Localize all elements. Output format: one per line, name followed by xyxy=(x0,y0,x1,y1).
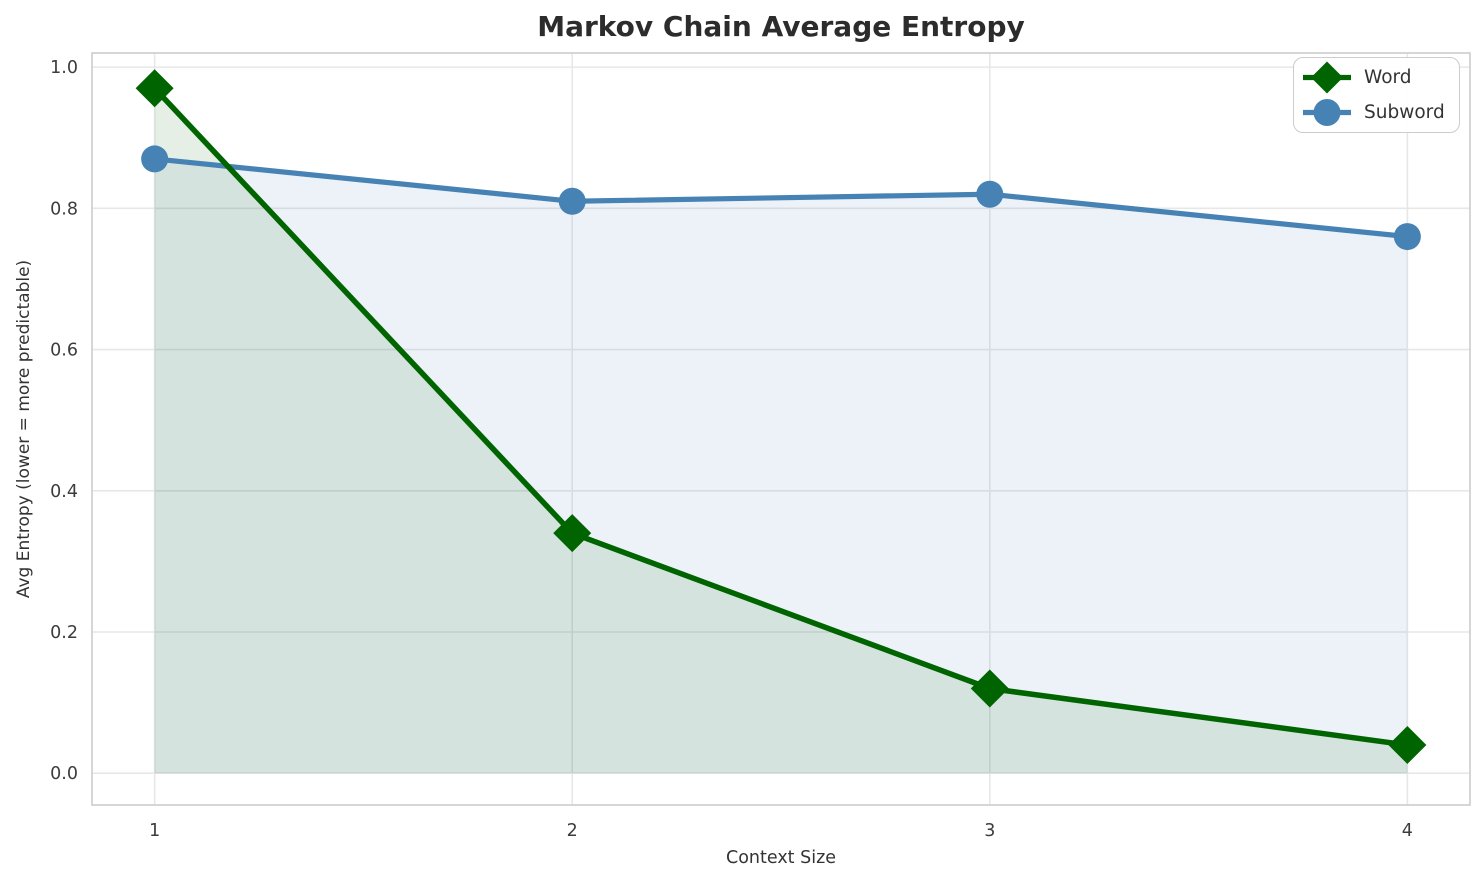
y-tick-label: 0.0 xyxy=(50,764,78,784)
subword-series-fill xyxy=(154,158,1408,774)
chart-title: Markov Chain Average Entropy xyxy=(537,10,1025,43)
x-tick-label: 3 xyxy=(984,821,995,841)
subword-circle-marker-icon xyxy=(1303,99,1351,126)
legend: Word Subword xyxy=(1293,57,1460,133)
subword-data-point xyxy=(141,145,169,173)
word-data-point xyxy=(135,69,174,108)
x-axis-label: Context Size xyxy=(725,848,837,868)
subword-data-point xyxy=(976,180,1004,208)
y-tick-label: 0.2 xyxy=(50,623,78,643)
legend-entry-subword: Subword xyxy=(1300,95,1449,130)
x-tick-label: 1 xyxy=(149,821,160,841)
subword-data-point xyxy=(1393,223,1421,251)
y-tick-label: 1.0 xyxy=(50,58,78,78)
word-series-line xyxy=(151,85,1411,748)
y-tick-label: 0.4 xyxy=(50,482,78,502)
word-series-fill xyxy=(154,88,1408,774)
y-tick-label: 0.6 xyxy=(50,341,78,361)
word-data-point xyxy=(553,514,592,553)
subword-series-line xyxy=(152,156,1410,240)
x-tick-label: 2 xyxy=(567,821,578,841)
word-diamond-marker-icon xyxy=(1303,61,1351,94)
legend-entry-word: Word xyxy=(1300,60,1449,95)
legend-label-word: Word xyxy=(1364,67,1412,88)
y-axis-label: Avg Entropy (lower = more predictable) xyxy=(14,259,34,599)
word-data-point xyxy=(1388,725,1427,764)
legend-label-subword: Subword xyxy=(1364,102,1445,123)
x-tick-label: 4 xyxy=(1402,821,1413,841)
word-data-point xyxy=(970,669,1009,708)
axes-frame xyxy=(91,52,1471,806)
y-tick-label: 0.8 xyxy=(50,199,78,219)
subword-data-point xyxy=(558,187,586,215)
